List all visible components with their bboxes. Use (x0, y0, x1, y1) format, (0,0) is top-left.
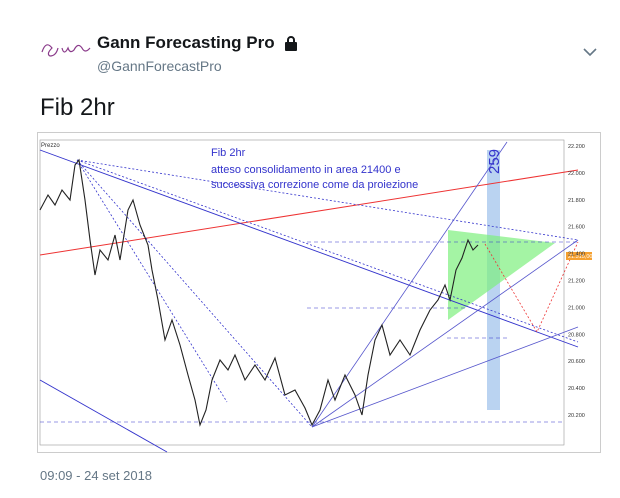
axis-label: 22.000 (568, 171, 585, 177)
price-tag: 21.315,00 (568, 254, 592, 260)
author-handle[interactable]: @GannForecastPro (97, 58, 222, 74)
axis-label: 21.200 (568, 279, 585, 285)
author-name[interactable]: Gann Forecasting Pro (97, 33, 275, 52)
lock-icon (285, 36, 297, 51)
corner-label: Prezzo (41, 143, 60, 149)
avatar[interactable] (36, 30, 92, 66)
axis-label: 20.400 (568, 386, 585, 392)
timestamp[interactable]: 09:09 - 24 set 2018 (40, 468, 153, 483)
axis-label: 21.800 (568, 198, 585, 204)
axis-label: 22.200 (568, 144, 585, 150)
axis-label: 20.800 (568, 332, 585, 338)
axis-label: 21.600 (568, 225, 585, 231)
menu-chevron[interactable] (582, 46, 598, 58)
vertical-label: 259 (486, 149, 503, 174)
tweet-text: Fib 2hr (40, 94, 115, 121)
axis-label: 21.000 (568, 305, 585, 311)
axis-label: 21.400 (568, 252, 585, 258)
chart-image[interactable]: Prezzo 259 Fib 2hr atteso consolidamento… (37, 132, 601, 453)
axis-label: 20.600 (568, 359, 585, 365)
note-line: atteso consolidamento in area 21400 e (211, 164, 401, 176)
note-title: Fib 2hr (211, 147, 246, 159)
note-line: successiva correzione come da proiezione (211, 179, 418, 191)
axis-label: 20.200 (568, 413, 585, 419)
